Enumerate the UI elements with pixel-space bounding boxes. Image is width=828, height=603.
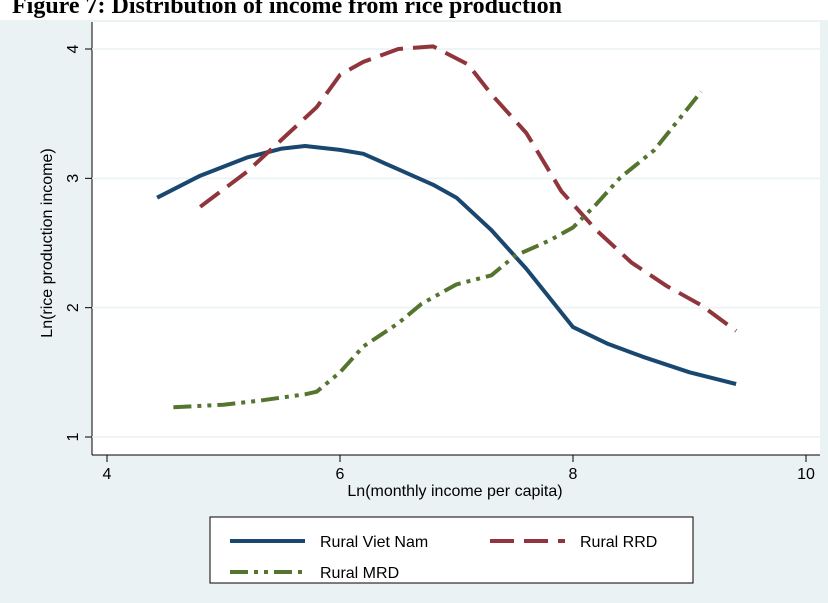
x-tick-label: 8 bbox=[569, 466, 578, 483]
y-tick-label: 2 bbox=[65, 303, 82, 312]
x-tick-label: 6 bbox=[336, 466, 345, 483]
y-axis-title: Ln(rice production income) bbox=[39, 148, 56, 337]
series-line bbox=[173, 90, 703, 410]
y-tick-label: 4 bbox=[65, 44, 82, 53]
series-line bbox=[199, 44, 738, 333]
legend-label: Rural MRD bbox=[320, 565, 399, 582]
legend-label: Rural Viet Nam bbox=[320, 534, 428, 551]
x-tick-label: 4 bbox=[103, 466, 112, 483]
x-tick-label: 10 bbox=[797, 466, 815, 483]
chart-title: Figure 7: Distribution of income from ri… bbox=[12, 0, 562, 19]
y-tick-label: 1 bbox=[65, 432, 82, 441]
plot-area bbox=[92, 22, 820, 455]
x-axis-title: Ln(monthly income per capita) bbox=[347, 483, 562, 500]
y-tick-label: 3 bbox=[65, 174, 82, 183]
legend-label: Rural RRD bbox=[580, 534, 657, 551]
